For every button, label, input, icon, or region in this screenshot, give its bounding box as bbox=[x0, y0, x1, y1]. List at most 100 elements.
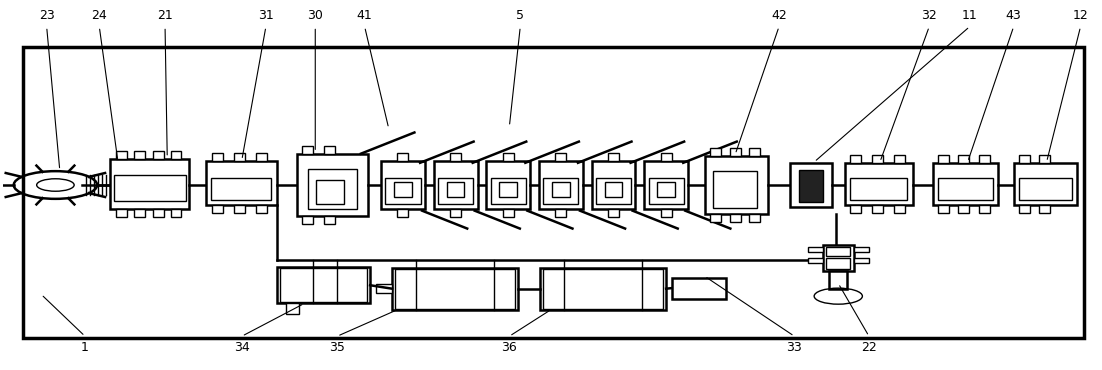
Bar bbox=[116, 151, 127, 159]
Bar bbox=[1039, 205, 1050, 213]
Bar bbox=[826, 247, 851, 256]
Bar bbox=[826, 258, 851, 269]
Bar bbox=[503, 153, 514, 161]
Text: 41: 41 bbox=[357, 9, 372, 22]
Bar bbox=[324, 146, 335, 154]
Bar bbox=[851, 155, 862, 163]
Bar bbox=[450, 153, 461, 161]
Bar bbox=[845, 163, 912, 205]
Text: 24: 24 bbox=[91, 9, 107, 22]
Bar bbox=[499, 182, 517, 197]
Bar bbox=[873, 205, 883, 213]
Bar bbox=[596, 178, 631, 204]
Bar bbox=[658, 182, 674, 197]
Bar bbox=[1019, 178, 1072, 199]
Text: 42: 42 bbox=[771, 9, 787, 22]
Bar bbox=[1039, 155, 1050, 163]
Bar bbox=[213, 153, 224, 161]
Bar bbox=[296, 154, 368, 216]
Bar bbox=[395, 182, 412, 197]
Bar bbox=[376, 284, 392, 293]
Bar bbox=[830, 270, 847, 289]
Bar bbox=[22, 47, 1084, 338]
Bar bbox=[605, 182, 623, 197]
Bar bbox=[808, 258, 823, 263]
Bar bbox=[730, 214, 741, 222]
Bar bbox=[799, 170, 823, 202]
Bar bbox=[486, 161, 530, 209]
Bar bbox=[153, 209, 164, 217]
Bar bbox=[608, 153, 619, 161]
Bar bbox=[114, 175, 186, 201]
Bar bbox=[823, 245, 854, 270]
Bar bbox=[979, 205, 990, 213]
Bar bbox=[555, 153, 566, 161]
Text: 34: 34 bbox=[234, 341, 250, 354]
Bar bbox=[381, 161, 425, 209]
Bar bbox=[979, 155, 990, 163]
Bar bbox=[808, 246, 823, 252]
Bar bbox=[671, 278, 726, 299]
Bar bbox=[660, 153, 671, 161]
Bar bbox=[894, 155, 905, 163]
Text: 35: 35 bbox=[329, 341, 345, 354]
Bar bbox=[555, 209, 566, 217]
Text: 1: 1 bbox=[82, 341, 89, 354]
Bar bbox=[153, 151, 164, 159]
Bar bbox=[704, 156, 768, 214]
Bar bbox=[608, 209, 619, 217]
Bar bbox=[749, 148, 760, 156]
Bar bbox=[392, 268, 518, 310]
Bar bbox=[116, 209, 127, 217]
Bar bbox=[134, 151, 145, 159]
Bar bbox=[277, 267, 370, 303]
Bar bbox=[851, 205, 862, 213]
Bar bbox=[234, 153, 245, 161]
Bar bbox=[171, 151, 182, 159]
Bar bbox=[749, 214, 760, 222]
Bar bbox=[713, 171, 757, 208]
Bar bbox=[398, 209, 409, 217]
Bar bbox=[1019, 205, 1030, 213]
Bar bbox=[234, 205, 245, 213]
Bar bbox=[649, 178, 683, 204]
Bar bbox=[285, 303, 299, 314]
Bar bbox=[1014, 163, 1078, 205]
Bar bbox=[302, 216, 313, 224]
Bar bbox=[543, 269, 662, 309]
Bar bbox=[256, 153, 267, 161]
Bar bbox=[645, 161, 688, 209]
Bar bbox=[503, 209, 514, 217]
Text: 12: 12 bbox=[1072, 9, 1089, 22]
Bar bbox=[938, 178, 993, 199]
Text: 11: 11 bbox=[962, 9, 977, 22]
Bar bbox=[710, 148, 721, 156]
Bar bbox=[110, 159, 190, 209]
Bar bbox=[938, 155, 949, 163]
Bar bbox=[206, 161, 277, 205]
Bar bbox=[1019, 155, 1030, 163]
Bar bbox=[730, 148, 741, 156]
Bar bbox=[386, 178, 421, 204]
Bar bbox=[873, 155, 883, 163]
Bar bbox=[854, 246, 869, 252]
Text: 33: 33 bbox=[787, 341, 802, 354]
Text: 22: 22 bbox=[861, 341, 877, 354]
Bar bbox=[932, 163, 998, 205]
Bar bbox=[552, 182, 570, 197]
Bar bbox=[543, 178, 579, 204]
Bar bbox=[434, 161, 477, 209]
Bar bbox=[398, 153, 409, 161]
Bar bbox=[324, 216, 335, 224]
Bar bbox=[592, 161, 636, 209]
Bar bbox=[307, 169, 357, 209]
Bar bbox=[958, 155, 969, 163]
Bar bbox=[280, 268, 367, 302]
Bar bbox=[256, 205, 267, 213]
Bar bbox=[660, 209, 671, 217]
Text: 21: 21 bbox=[158, 9, 173, 22]
Bar bbox=[446, 182, 464, 197]
Bar bbox=[851, 178, 907, 199]
Text: 30: 30 bbox=[307, 9, 323, 22]
Bar bbox=[490, 178, 526, 204]
